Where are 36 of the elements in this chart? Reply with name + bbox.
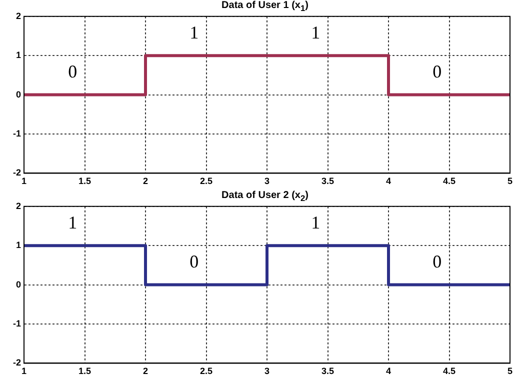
x-tick-label: 5 (507, 366, 513, 376)
y-tick-label: -2 (12, 358, 21, 368)
x-tick-label: 1.5 (78, 176, 92, 186)
annotation: 0 (68, 62, 78, 82)
annotation: 1 (68, 212, 78, 232)
annotation: 1 (190, 22, 199, 42)
x-tick-label: 4 (386, 176, 392, 186)
annotation: 1 (311, 22, 320, 42)
x-tick-label: 3 (264, 366, 270, 376)
annotation: 1 (311, 212, 320, 232)
x-tick-label: 3 (264, 176, 270, 186)
chart-title: Data of User 2 (x$_{2}$) (222, 190, 308, 203)
y-tick-label: -1 (12, 128, 21, 138)
y-tick-label: 0 (16, 89, 21, 100)
chart-title: Data of User 1 (x$_{1}$) (222, 0, 308, 13)
y-tick-label: 1 (16, 240, 21, 250)
y-tick-label: 2 (16, 10, 21, 21)
x-tick-label: 2.5 (200, 176, 213, 186)
annotation: 0 (432, 62, 442, 82)
x-tick-label: 2.5 (200, 366, 213, 376)
y-tick-label: 2 (16, 200, 21, 211)
x-tick-label: 4.5 (442, 366, 456, 376)
x-tick-label: 3.5 (321, 176, 334, 186)
x-tick-label: 3.5 (321, 366, 334, 376)
annotation: 0 (190, 252, 199, 272)
x-tick-label: 5 (507, 176, 513, 186)
x-tick-label: 4.5 (442, 176, 456, 186)
x-tick-label: 4 (386, 366, 392, 376)
y-tick-label: 1 (16, 50, 21, 60)
annotation: 0 (432, 252, 442, 272)
x-tick-label: 2 (142, 176, 148, 186)
y-tick-label: 0 (16, 279, 21, 290)
y-tick-label: -1 (12, 318, 21, 328)
x-tick-label: 2 (142, 366, 148, 376)
y-tick-label: -2 (12, 168, 21, 178)
x-tick-label: 1.5 (78, 366, 92, 376)
